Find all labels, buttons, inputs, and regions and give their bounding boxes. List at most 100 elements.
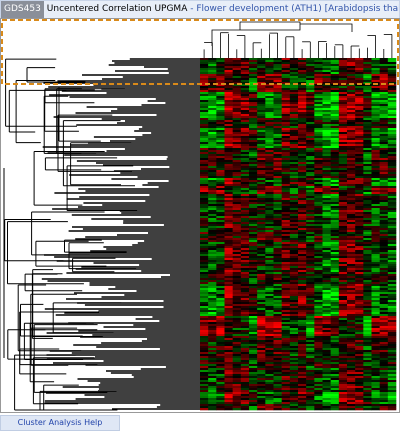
heatmap-cell: [379, 376, 389, 379]
heatmap-cell: [257, 174, 266, 177]
selection-box[interactable]: [1, 19, 399, 85]
heatmap-cell: [306, 394, 315, 397]
heatmap-cell: [216, 330, 225, 333]
heatmap-cell: [208, 328, 217, 331]
heatmap-cell: [363, 210, 372, 213]
heatmap-cell: [330, 300, 340, 303]
dataset-link[interactable]: Flower development (ATH1) [Arabidopsis t…: [196, 4, 400, 14]
heatmap-cell: [208, 126, 217, 129]
heatmap-cell: [200, 134, 209, 137]
heatmap-cell: [232, 146, 242, 149]
heatmap-cell: [249, 156, 258, 159]
heatmap-cell: [249, 282, 258, 285]
heatmap-cell: [379, 176, 389, 179]
heatmap-cell: [208, 154, 217, 157]
heatmap-cell: [387, 172, 397, 175]
heatmap-cell: [249, 320, 258, 323]
heatmap-cell: [257, 274, 266, 277]
heatmap-cell: [265, 130, 274, 133]
heatmap-cell: [208, 96, 217, 99]
heatmap-cell: [371, 354, 380, 357]
heatmap-cell: [363, 124, 372, 127]
heatmap-cell: [273, 298, 282, 301]
heatmap-cell: [314, 406, 323, 409]
heatmap-cell: [273, 124, 282, 127]
heatmap-cell: [363, 158, 372, 161]
help-tab[interactable]: Cluster Analysis Help: [0, 415, 120, 431]
heatmap-cell: [330, 398, 340, 401]
heatmap-cell: [355, 238, 364, 241]
heatmap-cell: [371, 278, 380, 281]
heatmap-cell: [371, 226, 380, 229]
heatmap-cell: [281, 396, 291, 399]
heatmap-cell: [200, 132, 209, 135]
heatmap-cell: [257, 182, 266, 185]
heatmap-cell: [281, 190, 291, 193]
heatmap-cell: [232, 78, 242, 81]
heatmap-cell: [208, 108, 217, 111]
heatmap-cell: [338, 170, 348, 173]
heatmap-cell: [224, 64, 233, 67]
heatmap-cell: [306, 310, 315, 313]
heatmap-cell: [224, 230, 233, 233]
heatmap-cell: [338, 194, 348, 197]
heatmap-cell: [232, 322, 242, 325]
heatmap-cell: [249, 186, 258, 189]
heatmap-cell: [216, 94, 225, 97]
heatmap-cell: [265, 148, 274, 151]
heatmap-cell: [355, 318, 364, 321]
heatmap-cell: [347, 238, 356, 241]
heatmap-cell: [371, 184, 380, 187]
heatmap-cell: [330, 292, 340, 295]
heatmap-cell: [216, 184, 225, 187]
heatmap-cell: [200, 64, 209, 67]
heatmap-cell: [338, 106, 348, 109]
heatmap-cell: [289, 64, 299, 67]
heatmap-cell: [371, 156, 380, 159]
heatmap-cell: [338, 378, 348, 381]
heatmap-cell: [200, 76, 209, 79]
heatmap-cell: [371, 88, 380, 91]
heatmap-cell: [208, 274, 217, 277]
heatmap-cell: [371, 70, 380, 73]
heatmap-cell: [257, 356, 266, 359]
heatmap-cell: [387, 402, 397, 405]
heatmap-cell: [355, 62, 364, 65]
heatmap-cell: [240, 92, 250, 95]
heatmap-cell: [322, 370, 331, 373]
heatmap-cell: [273, 284, 282, 287]
heatmap-cell: [387, 364, 397, 367]
heatmap-cell: [363, 384, 372, 387]
help-link[interactable]: Cluster Analysis Help: [17, 418, 103, 427]
heatmap-cell: [208, 114, 217, 117]
heatmap-cell: [240, 68, 250, 71]
heatmap-cell: [208, 390, 217, 393]
heatmap-cell: [306, 222, 315, 225]
heatmap-cell: [208, 340, 217, 343]
heatmap-cell: [208, 228, 217, 231]
heatmap-cell: [240, 294, 250, 297]
heatmap-cell: [314, 390, 323, 393]
heatmap-cell: [322, 238, 331, 241]
heatmap-cell: [330, 206, 340, 209]
heatmap-cell: [240, 192, 250, 195]
heatmap-cell: [257, 190, 266, 193]
heatmap-cell: [355, 124, 364, 127]
heatmap-cell: [216, 314, 225, 317]
heatmap-cell: [208, 360, 217, 363]
heatmap-cell: [322, 168, 331, 171]
heatmap-cell: [322, 382, 331, 385]
heatmap-cell: [347, 172, 356, 175]
heatmap-cell: [379, 400, 389, 403]
heatmap-cell: [338, 116, 348, 119]
heatmap-cell: [330, 68, 340, 71]
heatmap-cell: [257, 144, 266, 147]
heatmap-cell: [200, 396, 209, 399]
heatmap-cell: [232, 270, 242, 273]
heatmap-cell: [314, 184, 323, 187]
heatmap-cell: [330, 58, 340, 61]
heatmap-cell: [363, 206, 372, 209]
heatmap-cell: [216, 370, 225, 373]
heatmap-cell: [200, 366, 209, 369]
heatmap-cell: [387, 118, 397, 121]
